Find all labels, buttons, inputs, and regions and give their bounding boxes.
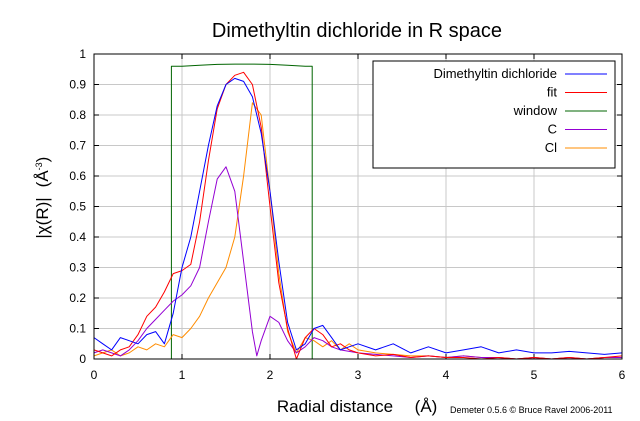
y-axis-label-text: |χ(R)| [33,197,52,238]
y-tick-label: 0.2 [69,291,86,305]
x-axis-unit: (Å) [415,397,438,416]
credit-text: Demeter 0.5.6 © Bruce Ravel 2006-2011 [450,405,613,415]
series-line-window [94,63,622,360]
y-tick-label: 1 [79,47,86,61]
y-axis-unit-exp: -3 [34,162,44,170]
x-tick-label: 1 [179,368,186,382]
y-tick-label: 0.6 [69,169,86,183]
y-axis-unit-suffix: ) [33,157,52,163]
y-axis-unit: (Å-3) [33,157,52,188]
x-axis-label: Radial distance [277,397,393,416]
y-axis-unit-prefix: (Å [33,170,52,188]
plot-frame [93,53,623,360]
legend: Dimethyltin dichloride fit window C Cl [372,60,616,169]
legend-label: fit [547,85,558,100]
legend-label: Cl [545,140,557,155]
x-tick-label: 5 [531,368,538,382]
y-tick-label: 0 [79,352,86,366]
y-tick-label: 0.5 [69,200,86,214]
series-line-dimethyltin-dichloride [93,77,623,355]
legend-label: C [548,122,557,137]
y-tick-labels: 0 0.1 0.2 0.3 0.4 0.5 0.6 0.7 0.8 0.9 1 [69,47,86,366]
x-tick-label: 2 [267,368,274,382]
x-tick-label: 3 [355,368,362,382]
chart-title: Dimethyltin dichloride in R space [212,20,502,42]
x-tick-label: 6 [619,368,626,382]
series-line-fit [93,71,623,360]
legend-label: Dimethyltin dichloride [433,66,557,81]
x-tick-label: 4 [443,368,450,382]
svg-text:|χ(R)|: |χ(R)| [33,197,52,238]
y-tick-label: 0.8 [69,108,86,122]
y-tick-label: 0.1 [69,322,86,336]
y-tick-label: 0.3 [69,261,86,275]
y-tick-label: 0.7 [69,139,86,153]
y-tick-label: 0.9 [69,78,86,92]
y-axis-label: |χ(R)| [33,197,52,238]
series-line-c [93,166,622,360]
x-tick-labels: 0 1 2 3 4 5 6 [91,368,626,382]
x-tick-label: 0 [91,368,98,382]
svg-text:(Å-3): (Å-3) [33,157,52,188]
legend-box [372,60,616,169]
series-lines [93,63,623,360]
legend-label: window [513,103,558,118]
y-tick-label: 0.4 [69,230,86,244]
